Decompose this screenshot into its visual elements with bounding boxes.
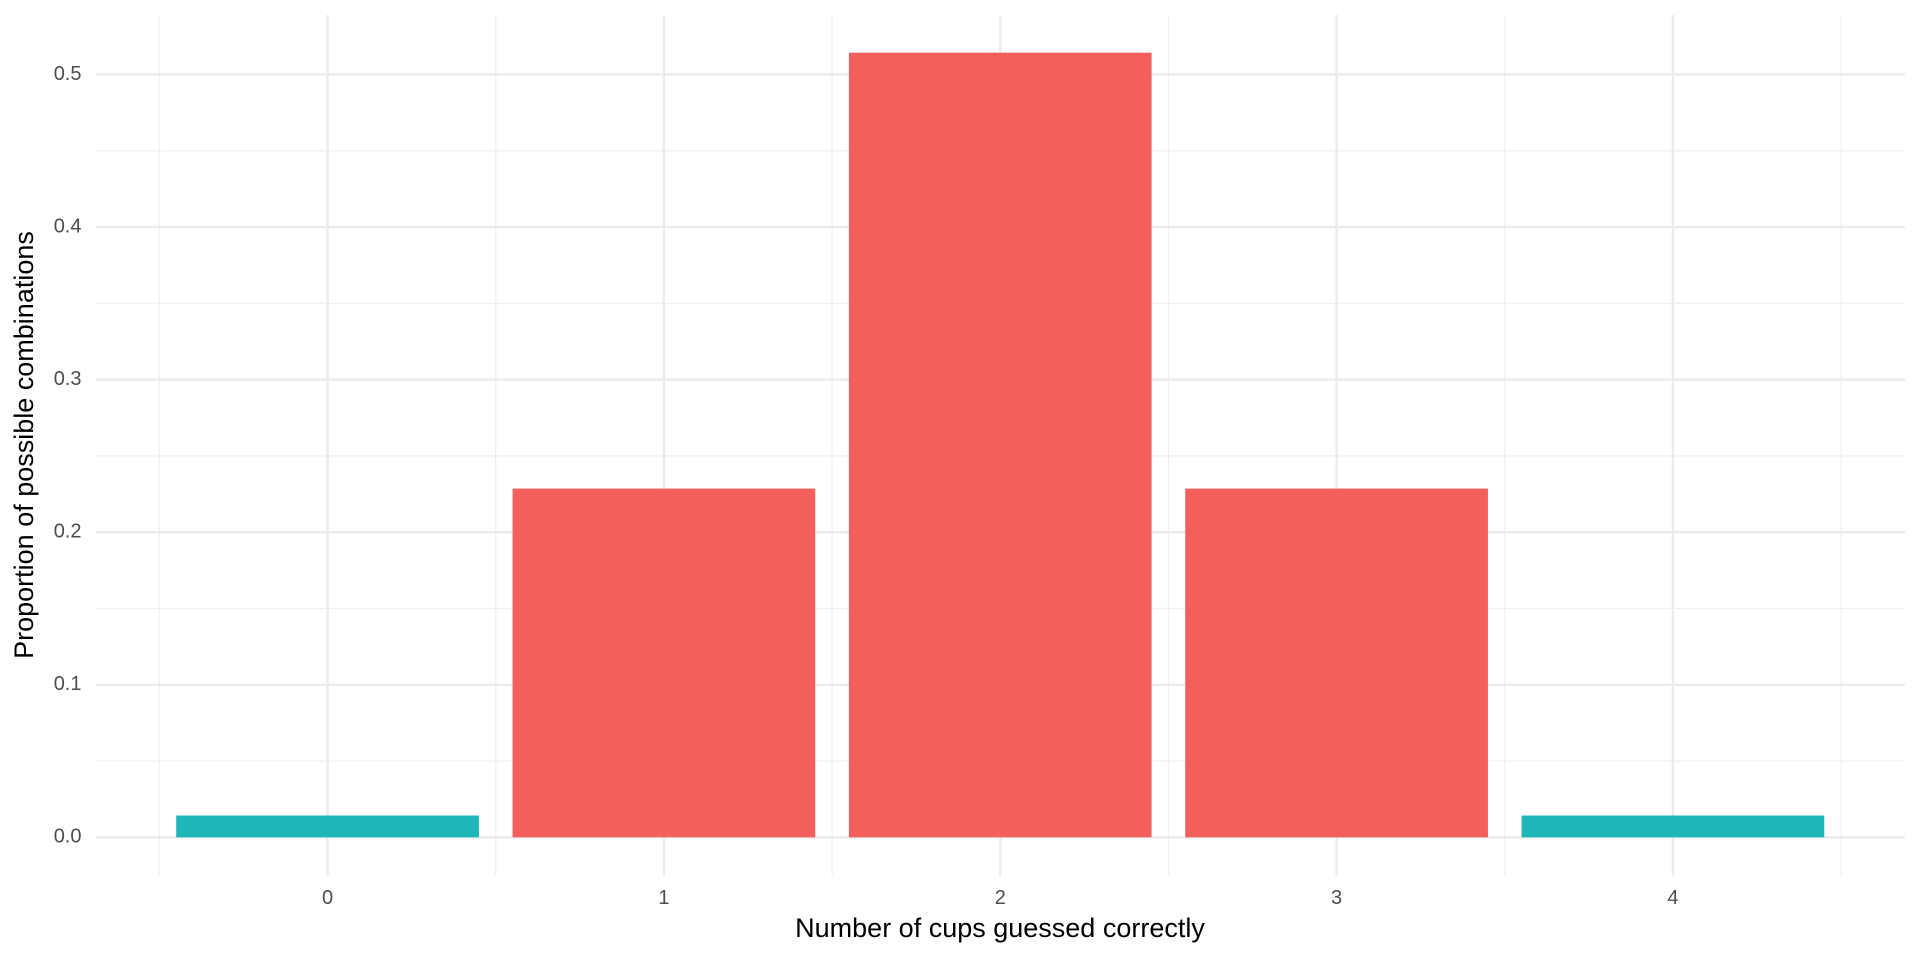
bars [176, 52, 1825, 838]
x-tick-label: 4 [1667, 887, 1678, 909]
x-tick-label: 1 [658, 887, 669, 909]
bar [1521, 815, 1825, 838]
x-tick-label: 0 [322, 887, 333, 909]
y-tick-label: 0.0 [54, 826, 82, 848]
y-tick-label: 0.3 [54, 368, 82, 390]
bar [176, 815, 479, 838]
y-tick-label: 0.4 [54, 215, 82, 237]
x-axis-title: Number of cups guessed correctly [795, 913, 1205, 943]
x-tick-label: 3 [1331, 887, 1342, 909]
y-tick-label: 0.2 [54, 520, 82, 542]
bar [1185, 488, 1488, 838]
y-axis-title: Proportion of possible combinations [9, 231, 39, 659]
x-tick-label: 2 [995, 887, 1006, 909]
bar [848, 52, 1152, 838]
y-tick-label: 0.5 [54, 63, 82, 85]
bar [512, 488, 816, 838]
y-tick-label: 0.1 [54, 673, 82, 695]
